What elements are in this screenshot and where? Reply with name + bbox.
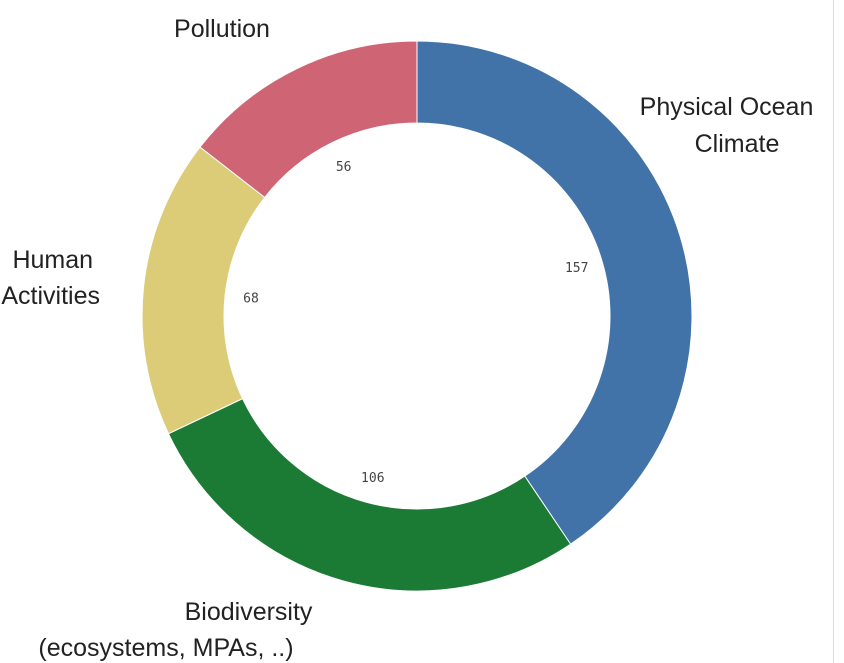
right-edge-divider <box>833 0 834 663</box>
slice-human-activities <box>141 146 266 435</box>
value-label-pollution: 56 <box>336 160 352 175</box>
donut-slices <box>141 40 693 592</box>
category-label-human-activities: Human Activities <box>1 246 100 310</box>
category-label-pollution: Pollution <box>174 15 270 43</box>
value-label-physical-ocean-climate: 157 <box>565 261 588 276</box>
value-labels: 157 106 68 56 <box>243 160 588 486</box>
value-label-biodiversity: 106 <box>361 471 384 486</box>
slice-physical-ocean-climate <box>416 40 693 545</box>
slice-biodiversity <box>167 397 572 592</box>
category-label-physical-ocean-climate: Physical Ocean Climate <box>640 93 821 158</box>
category-label-biodiversity: Biodiversity (ecosystems, MPAs, ..) <box>38 598 319 662</box>
value-label-human-activities: 68 <box>243 292 259 307</box>
slice-pollution <box>199 40 418 199</box>
